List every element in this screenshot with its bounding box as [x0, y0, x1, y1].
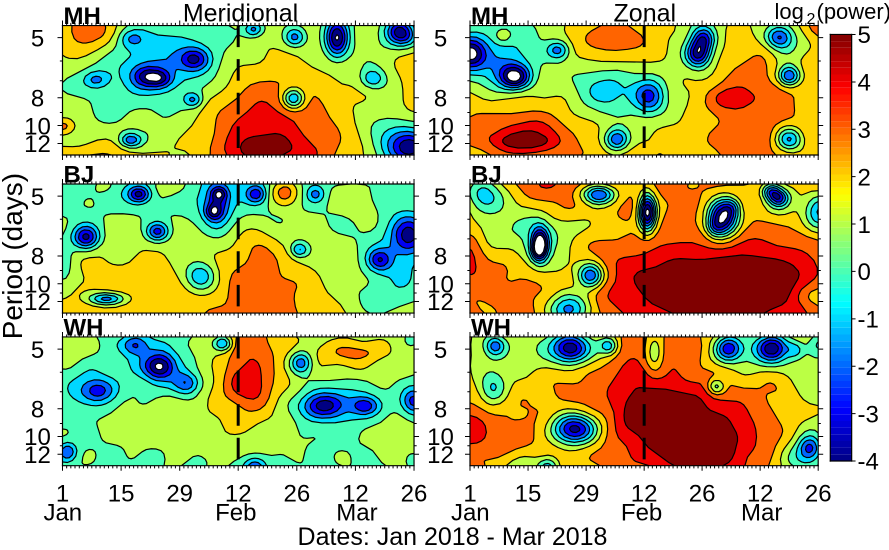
- svg-text:Feb: Feb: [621, 499, 662, 526]
- svg-text:5: 5: [31, 25, 44, 52]
- svg-text:1: 1: [463, 480, 476, 507]
- svg-text:2: 2: [806, 11, 815, 28]
- svg-text:10: 10: [427, 271, 454, 298]
- svg-text:0: 0: [858, 259, 871, 286]
- svg-text:Jan: Jan: [43, 499, 82, 526]
- svg-text:29: 29: [166, 480, 193, 507]
- svg-text:1: 1: [858, 212, 871, 239]
- svg-text:5: 5: [434, 337, 447, 364]
- svg-text:-3: -3: [858, 401, 879, 428]
- svg-text:26: 26: [401, 480, 428, 507]
- svg-text:5: 5: [31, 337, 44, 364]
- svg-text:12: 12: [24, 289, 51, 316]
- svg-text:5: 5: [434, 25, 447, 52]
- svg-text:5: 5: [434, 184, 447, 211]
- svg-text:log: log: [775, 0, 804, 24]
- svg-text:12: 12: [427, 289, 454, 316]
- svg-text:12: 12: [747, 480, 774, 507]
- svg-text:MH: MH: [64, 3, 101, 30]
- svg-text:WH: WH: [64, 314, 104, 341]
- svg-text:5: 5: [31, 184, 44, 211]
- svg-text:8: 8: [434, 397, 447, 424]
- svg-text:10: 10: [427, 113, 454, 140]
- svg-text:Meridional: Meridional: [183, 0, 298, 27]
- svg-text:Mar: Mar: [741, 499, 782, 526]
- svg-text:12: 12: [427, 131, 454, 158]
- svg-text:8: 8: [31, 85, 44, 112]
- svg-text:(power): (power): [817, 0, 889, 24]
- svg-text:26: 26: [283, 480, 310, 507]
- svg-text:29: 29: [573, 480, 600, 507]
- svg-text:-2: -2: [858, 354, 879, 381]
- svg-text:Jan: Jan: [451, 499, 490, 526]
- svg-text:8: 8: [434, 244, 447, 271]
- svg-text:10: 10: [24, 424, 51, 451]
- svg-text:3: 3: [858, 117, 871, 144]
- svg-text:26: 26: [805, 480, 832, 507]
- svg-text:12: 12: [342, 480, 369, 507]
- svg-text:BJ: BJ: [471, 161, 502, 188]
- svg-text:10: 10: [24, 271, 51, 298]
- svg-text:Zonal: Zonal: [614, 0, 677, 27]
- svg-text:BJ: BJ: [64, 161, 95, 188]
- svg-text:5: 5: [858, 22, 871, 49]
- svg-text:12: 12: [24, 442, 51, 469]
- svg-text:15: 15: [108, 480, 135, 507]
- svg-text:8: 8: [434, 85, 447, 112]
- svg-text:Mar: Mar: [336, 499, 377, 526]
- svg-text:-4: -4: [858, 449, 879, 476]
- svg-text:WH: WH: [471, 314, 511, 341]
- svg-text:12: 12: [225, 480, 252, 507]
- svg-text:15: 15: [515, 480, 542, 507]
- svg-text:2: 2: [858, 164, 871, 191]
- svg-text:10: 10: [427, 424, 454, 451]
- svg-text:1: 1: [56, 480, 69, 507]
- svg-text:MH: MH: [471, 3, 508, 30]
- svg-text:10: 10: [24, 113, 51, 140]
- svg-text:12: 12: [427, 442, 454, 469]
- svg-text:26: 26: [689, 480, 716, 507]
- svg-text:4: 4: [858, 70, 871, 97]
- svg-text:8: 8: [31, 244, 44, 271]
- svg-text:Dates: Jan 2018 - Mar 2018: Dates: Jan 2018 - Mar 2018: [298, 523, 608, 550]
- svg-text:12: 12: [631, 480, 658, 507]
- svg-text:8: 8: [31, 397, 44, 424]
- svg-text:Period (days): Period (days): [0, 173, 28, 339]
- svg-text:12: 12: [24, 131, 51, 158]
- svg-text:-1: -1: [858, 307, 879, 334]
- svg-text:Feb: Feb: [215, 499, 256, 526]
